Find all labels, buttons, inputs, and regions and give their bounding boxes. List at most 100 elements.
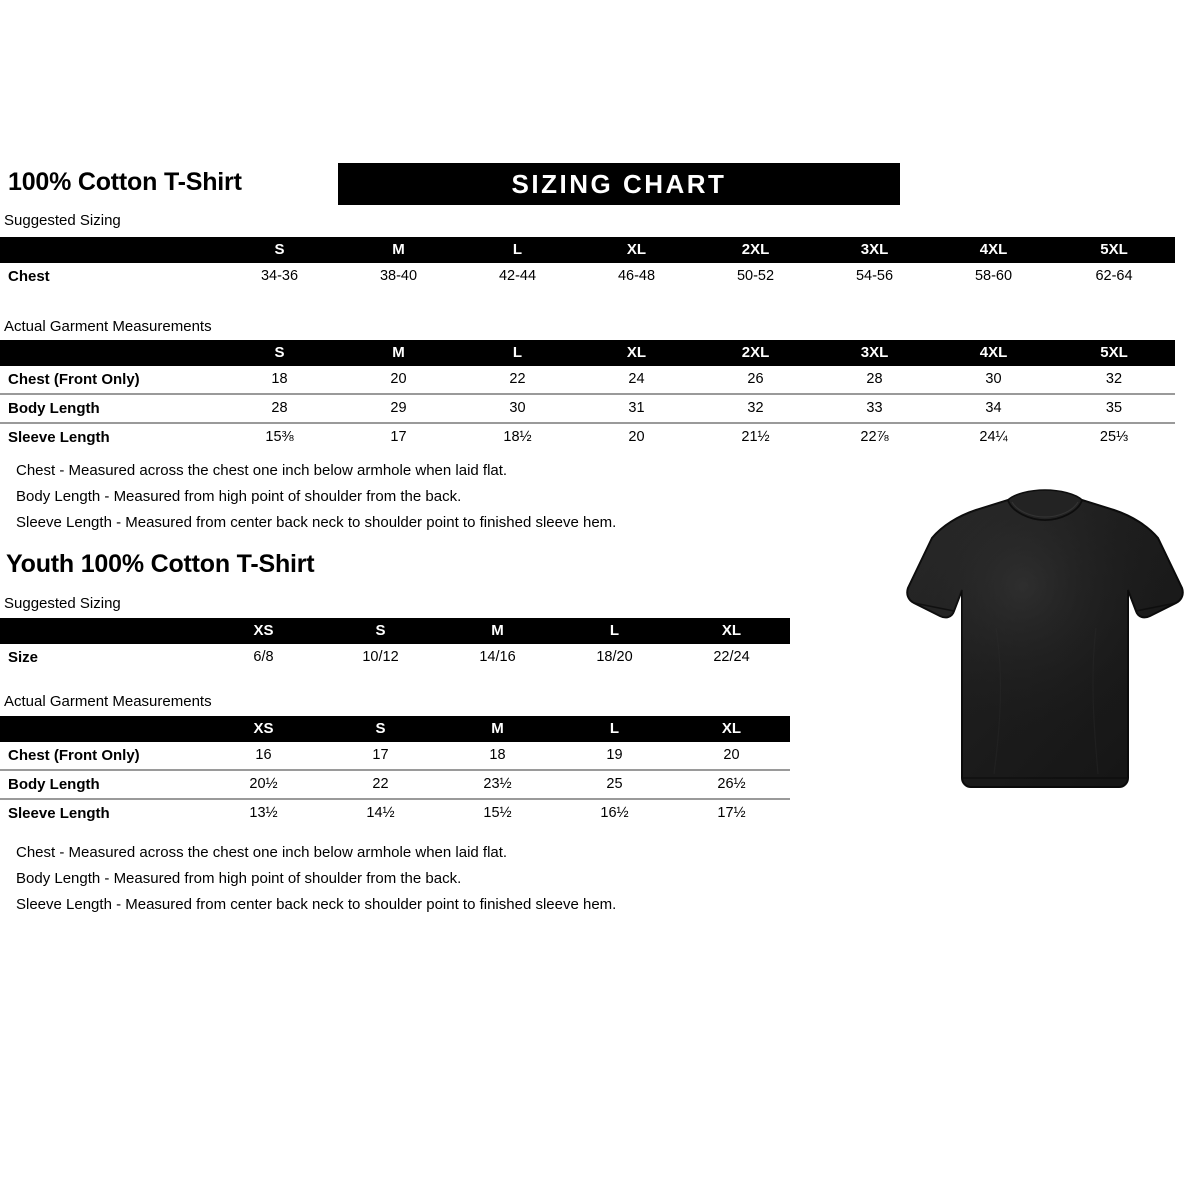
column-header: 2XL <box>741 344 770 361</box>
table-row: Body Length 20½ 22 23½ 25 26½ <box>0 770 790 800</box>
cell: 33 <box>815 394 934 424</box>
youth-measurement-notes: Chest - Measured across the chest one in… <box>16 840 616 918</box>
cell: 20½ <box>205 770 322 800</box>
cell: 30 <box>934 366 1053 395</box>
note-body-length: Body Length - Measured from high point o… <box>16 488 462 505</box>
column-header: XS <box>253 622 274 639</box>
youth-suggested-sizing-table: XS S M L XL Size 6/8 10/12 14/16 18/20 2… <box>0 618 790 671</box>
cell: 24 <box>577 366 696 395</box>
cell: 14½ <box>366 805 395 821</box>
youth-suggested-sizing-caption: Suggested Sizing <box>4 595 121 612</box>
column-header: XS <box>253 720 274 737</box>
adult-suggested-sizing-table: S M L XL 2XL 3XL 4XL 5XL Chest 34-36 38-… <box>0 237 1175 290</box>
cell: 16½ <box>600 805 629 821</box>
table-row: Sleeve Length 15⅜ 17 18½ 20 21½ 22⅞ 24¼ … <box>0 423 1175 451</box>
cell: 18 <box>220 366 339 395</box>
cell: 26½ <box>673 770 790 800</box>
cell: 21½ <box>741 429 770 445</box>
column-header: 3XL <box>860 241 889 258</box>
row-label: Sleeve Length <box>8 429 110 446</box>
header-corner <box>0 618 205 644</box>
header-corner <box>0 237 220 263</box>
cell: 15½ <box>483 805 512 821</box>
row-label: Chest <box>8 268 50 285</box>
adult-garment-measurements-table: S M L XL 2XL 3XL 4XL 5XL Chest (Front On… <box>0 340 1175 451</box>
cell: 18 <box>439 742 556 771</box>
cell: 18/20 <box>596 649 633 665</box>
cell: 25⅓ <box>1099 429 1129 445</box>
cell: 14/16 <box>479 649 516 665</box>
row-label: Chest (Front Only) <box>0 366 220 395</box>
cell: 38-40 <box>379 268 418 284</box>
column-header: L <box>609 720 620 737</box>
table-row: Sleeve Length 13½ 14½ 15½ 16½ 17½ <box>0 799 790 827</box>
cell: 13½ <box>249 805 278 821</box>
adult-suggested-sizing-caption: Suggested Sizing <box>4 212 121 229</box>
cell: 18½ <box>503 429 532 445</box>
cell: 23½ <box>439 770 556 800</box>
header-corner <box>0 340 220 366</box>
cell: 25 <box>556 770 673 800</box>
cell: 58-60 <box>974 268 1013 284</box>
youth-garment-measurements-caption: Actual Garment Measurements <box>4 693 212 710</box>
note-sleeve-length: Sleeve Length - Measured from center bac… <box>16 896 617 913</box>
cell: 62-64 <box>1095 268 1133 284</box>
youth-garment-measurements-table: XS S M L XL Chest (Front Only) 16 17 18 … <box>0 716 790 827</box>
column-header: M <box>392 241 405 258</box>
column-header: S <box>375 720 386 737</box>
cell: 46-48 <box>617 268 656 284</box>
table-row: Body Length 28 29 30 31 32 33 34 35 <box>0 394 1175 424</box>
column-header: XL <box>626 241 647 258</box>
cell: 24¼ <box>979 429 1008 445</box>
table-header-row: S M L XL 2XL 3XL 4XL 5XL <box>0 237 1175 263</box>
row-label: Size <box>8 649 39 666</box>
cell: 22 <box>458 366 577 395</box>
cell: 26 <box>696 366 815 395</box>
cell: 54-56 <box>855 268 894 284</box>
product-image-tshirt <box>900 478 1190 808</box>
table-row: Chest (Front Only) 16 17 18 19 20 <box>0 742 790 771</box>
column-header: S <box>375 622 386 639</box>
cell: 34 <box>934 394 1053 424</box>
column-header: 5XL <box>1100 241 1128 258</box>
column-header: XL <box>626 344 647 361</box>
cell: 19 <box>556 742 673 771</box>
row-label: Body Length <box>0 394 220 424</box>
table-header-row: S M L XL 2XL 3XL 4XL 5XL <box>0 340 1175 366</box>
cell: 28 <box>220 394 339 424</box>
row-label: Chest (Front Only) <box>0 742 205 771</box>
column-header: S <box>274 241 285 258</box>
column-header: L <box>512 241 523 258</box>
table-header-row: XS S M L XL <box>0 716 790 742</box>
adult-section-title: 100% Cotton T-Shirt <box>8 168 242 196</box>
column-header: XL <box>721 622 742 639</box>
column-header: 5XL <box>1100 344 1128 361</box>
youth-section-title: Youth 100% Cotton T-Shirt <box>6 550 315 578</box>
cell: 20 <box>628 429 645 445</box>
cell: 31 <box>577 394 696 424</box>
adult-garment-measurements-caption: Actual Garment Measurements <box>4 318 212 335</box>
cell: 22/24 <box>713 649 750 665</box>
table-header-row: XS S M L XL <box>0 618 790 644</box>
sizing-chart-banner-text: SIZING CHART <box>511 168 727 199</box>
cell: 32 <box>1053 366 1175 395</box>
cell: 20 <box>339 366 458 395</box>
cell: 28 <box>815 366 934 395</box>
table-row: Size 6/8 10/12 14/16 18/20 22/24 <box>0 644 790 671</box>
note-chest: Chest - Measured across the chest one in… <box>16 462 508 479</box>
cell: 32 <box>696 394 815 424</box>
cell: 20 <box>673 742 790 771</box>
note-body-length: Body Length - Measured from high point o… <box>16 870 462 887</box>
note-chest: Chest - Measured across the chest one in… <box>16 844 508 861</box>
cell: 15⅜ <box>265 429 294 445</box>
column-header: XL <box>721 720 742 737</box>
table-row: Chest (Front Only) 18 20 22 24 26 28 30 … <box>0 366 1175 395</box>
cell: 50-52 <box>736 268 775 284</box>
cell: 17 <box>390 429 407 445</box>
cell: 42-44 <box>498 268 537 284</box>
cell: 29 <box>339 394 458 424</box>
column-header: 4XL <box>979 344 1008 361</box>
cell: 17 <box>322 742 439 771</box>
cell: 30 <box>458 394 577 424</box>
